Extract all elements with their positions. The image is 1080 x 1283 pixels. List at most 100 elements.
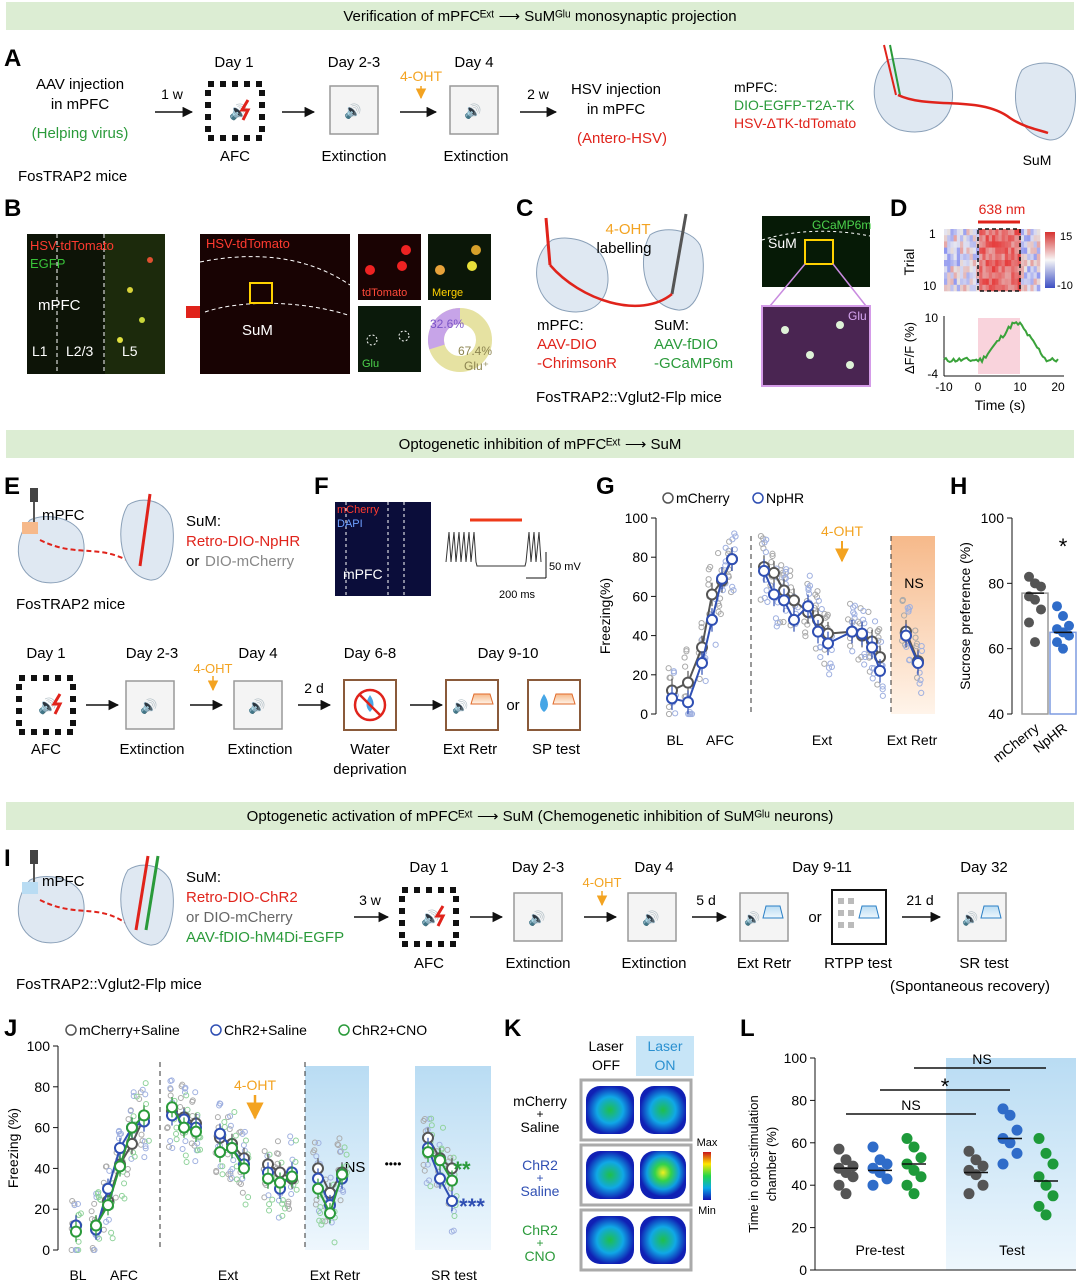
banner-3-text: Optogenetic activation of mPFCᴱˣᵗ ⟶ SuM …: [247, 808, 834, 825]
b-glu: Glu: [362, 358, 379, 370]
j-individual-point: [420, 1161, 427, 1168]
l-point: [970, 1154, 982, 1166]
g-individual-point: [778, 562, 785, 569]
l-point: [840, 1188, 852, 1200]
heatmap-cell: [947, 253, 951, 261]
heatmap-cell: [1027, 241, 1031, 248]
j-individual-point: [173, 1130, 180, 1137]
l-ns2: NS: [972, 1051, 991, 1067]
heatmap-cell: [950, 284, 954, 292]
c-sum2: SuM: [768, 235, 797, 251]
heatmap-cell: [988, 272, 993, 279]
j-mean-point: [114, 1160, 126, 1173]
i-day4: Day 4: [634, 859, 673, 876]
heatmap-cell: [1001, 247, 1006, 255]
j-individual-point: [227, 1122, 234, 1129]
heatmap-cell: [979, 241, 983, 248]
g-individual-point: [815, 597, 822, 604]
e-ext-box1: [125, 680, 175, 730]
heatmap-cell: [1004, 266, 1009, 273]
j-x-sr: SR test: [431, 1267, 477, 1283]
j-individual-point: [75, 1247, 82, 1253]
shock-icon: [239, 99, 251, 121]
heatmap-cell: [1036, 266, 1041, 273]
y-tick-label: 100: [625, 510, 649, 526]
h-star: *: [1059, 534, 1068, 559]
j-individual-point: [451, 1213, 458, 1220]
heatmap-cell: [1033, 266, 1038, 273]
g-ns: NS: [904, 575, 923, 591]
g-individual-point: [777, 619, 784, 626]
heatmap-cell: [988, 278, 993, 286]
g-individual-point: [667, 674, 674, 681]
heatmap-cell: [1011, 278, 1015, 286]
g-individual-point: [712, 641, 719, 648]
j-legend-marker-2: [210, 1024, 222, 1036]
j-individual-point: [127, 1107, 134, 1114]
j-individual-point: [274, 1150, 281, 1157]
j-individual-point: [230, 1157, 237, 1164]
heatmap-cell: [956, 266, 961, 273]
antero-hsv: (Antero-HSV): [577, 130, 667, 147]
heatmap-cell: [944, 229, 948, 236]
c-mpfc: mPFC:: [537, 317, 584, 334]
g-individual-point: [731, 546, 738, 553]
c-aav2: -ChrimsonR: [537, 355, 617, 372]
g-mean-point: [788, 594, 800, 607]
j-individual-point: [231, 1108, 238, 1115]
j-x-ext: Ext: [218, 1267, 238, 1283]
heatmap-cell: [1004, 278, 1009, 286]
j-individual-point: [275, 1214, 282, 1221]
g-individual-point: [702, 677, 709, 685]
h-point: [1058, 611, 1068, 621]
k-r3a: ChR2: [522, 1222, 558, 1238]
g-individual-point: [905, 606, 912, 613]
k-r1c: Saline: [521, 1119, 560, 1135]
e-day4: Day 4: [238, 645, 277, 662]
j-mean-point: [446, 1195, 458, 1208]
j-mean-point: [238, 1162, 250, 1175]
heatmap-cell: [985, 229, 990, 236]
heatmap-cell: [966, 278, 970, 286]
g-individual-point: [715, 549, 722, 557]
heatmap-cell: [1011, 241, 1015, 248]
heatmap-cell: [1036, 284, 1041, 292]
j-individual-point: [100, 1226, 107, 1233]
k-laser-on-bg: [636, 1036, 694, 1076]
heatmap-cell: [1001, 253, 1006, 261]
k-off1: Laser: [588, 1038, 623, 1054]
glu-zoom-micrograph: [761, 305, 871, 387]
heatmap-cell: [982, 284, 986, 292]
heatmap-cell: [1008, 260, 1012, 267]
i-ext-box2: [627, 892, 677, 942]
heatmap-cell: [969, 284, 974, 292]
g-individual-point: [716, 602, 723, 609]
heatmap-cell: [998, 266, 1002, 273]
j-x-bl: BL: [69, 1267, 86, 1283]
g-x-bl: BL: [666, 732, 683, 748]
heatmap-cell: [1014, 241, 1018, 248]
heatmap-cell: [998, 260, 1002, 267]
j-individual-point: [194, 1140, 201, 1147]
j-individual-point: [266, 1151, 273, 1158]
heatmap-cell: [953, 247, 958, 255]
heatmap-cell: [979, 272, 983, 279]
j-mean-point: [434, 1172, 446, 1185]
heatmap-cell: [966, 266, 970, 273]
heatmap-cell: [998, 278, 1002, 286]
b-glup: Glu⁺: [464, 359, 489, 373]
helping-virus: (Helping virus): [32, 125, 129, 142]
g-individual-point: [768, 559, 775, 566]
heatmap-cell: [1014, 253, 1018, 261]
heatmap-cell: [976, 253, 980, 261]
heatmap-cell: [1027, 278, 1031, 286]
heatmap-cell: [972, 284, 977, 292]
heatmap-cell: [972, 272, 977, 279]
heatmap-cell: [976, 266, 980, 273]
g-individual-point: [783, 566, 790, 573]
j-individual-point: [182, 1138, 189, 1145]
c-oht: 4-OHT: [606, 221, 651, 238]
i-hm4: AAV-fDIO-hM4Di-EGFP: [186, 929, 344, 946]
g-individual-point: [705, 576, 712, 583]
